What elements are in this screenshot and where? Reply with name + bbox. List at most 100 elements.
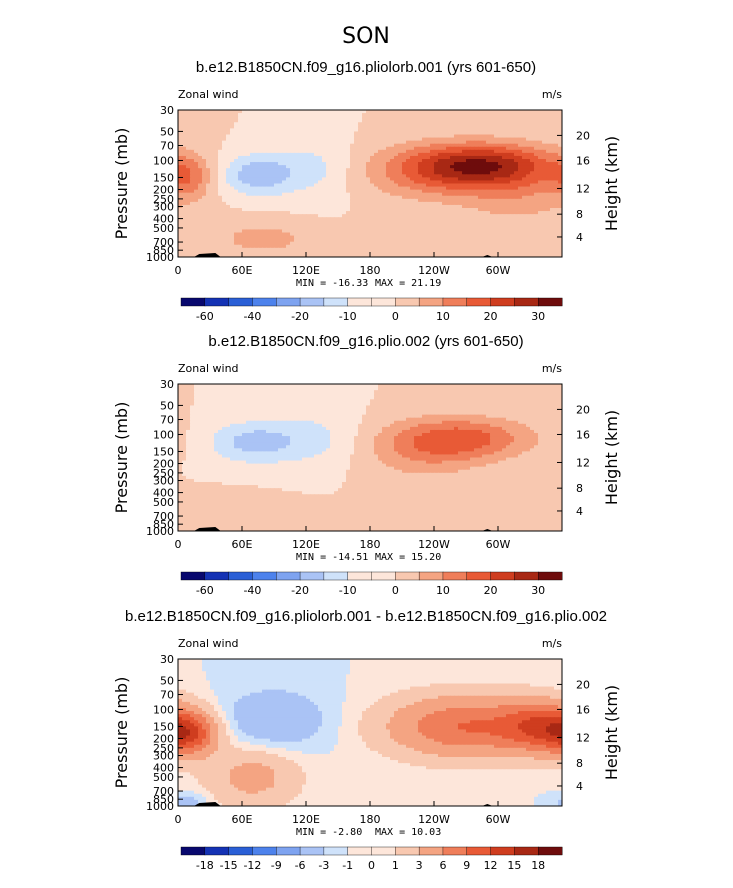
contour-cell: [514, 235, 519, 240]
contour-cell: [382, 223, 387, 227]
contour-cell: [326, 232, 331, 237]
contour-cell: [514, 128, 519, 133]
contour-cell: [442, 211, 447, 215]
contour-cell: [506, 137, 511, 142]
contour-cell: [234, 122, 239, 126]
contour-cell: [542, 229, 547, 234]
contour-cell: [422, 229, 427, 234]
contour-cell: [186, 214, 191, 218]
contour-cell: [270, 189, 275, 194]
contour-cell: [330, 244, 335, 249]
contour-cell: [466, 140, 471, 145]
contour-cell: [266, 235, 271, 240]
contour-cell: [478, 226, 483, 231]
contour-cell: [306, 110, 311, 114]
contour-cell: [186, 122, 191, 126]
contour-cell: [354, 208, 359, 212]
contour-cell: [454, 140, 459, 145]
contour-cell: [422, 143, 427, 148]
contour-cell: [406, 162, 411, 166]
contour-cell: [190, 180, 195, 185]
contour-cell: [490, 229, 495, 234]
contour-cell: [406, 183, 411, 188]
contour-cell: [382, 155, 387, 160]
contour-cell: [258, 226, 263, 231]
contour-cell: [478, 232, 483, 237]
contour-cell: [558, 232, 562, 237]
contour-cell: [414, 186, 419, 191]
contour-cell: [242, 384, 247, 388]
contour-cell: [230, 238, 235, 243]
contour-cell: [490, 189, 495, 194]
contour-cell: [426, 250, 431, 255]
contour-cell: [222, 131, 227, 136]
contour-cell: [370, 204, 375, 209]
contour-cell: [254, 201, 259, 206]
contour-cell: [338, 390, 343, 394]
contour-cell: [498, 387, 503, 391]
contour-cell: [454, 171, 459, 175]
contour-cell: [190, 208, 195, 212]
contour-cell: [550, 177, 555, 182]
panel-title: b.e12.B1850CN.f09_g16.pliolorb.001 (yrs …: [196, 59, 536, 76]
contour-cell: [470, 214, 475, 218]
contour-cell: [538, 192, 543, 197]
contour-cell: [302, 214, 307, 218]
contour-cell: [434, 146, 439, 151]
contour-cell: [278, 241, 283, 246]
contour-cell: [466, 229, 471, 234]
contour-cell: [386, 149, 391, 154]
contour-cell: [342, 244, 347, 249]
contour-cell: [238, 116, 243, 120]
contour-cell: [390, 146, 395, 151]
contour-cell: [434, 140, 439, 145]
contour-cell: [370, 180, 375, 185]
contour-cell: [178, 244, 183, 249]
contour-cell: [346, 232, 351, 237]
contour-cell: [238, 229, 243, 234]
contour-cell: [230, 116, 235, 120]
contour-cell: [374, 165, 379, 169]
contour-cell: [526, 110, 531, 114]
contour-cell: [490, 168, 495, 172]
contour-cell: [206, 189, 211, 194]
contour-cell: [314, 159, 319, 163]
contour-cell: [434, 131, 439, 136]
contour-cell: [226, 201, 231, 206]
contour-cell: [414, 232, 419, 237]
contour-cell: [258, 113, 263, 117]
contour-cell: [498, 146, 503, 151]
contour-cell: [278, 152, 283, 157]
contour-cell: [322, 238, 327, 243]
contour-cell: [370, 247, 375, 252]
contour-cell: [506, 119, 511, 123]
contour-cell: [214, 192, 219, 197]
contour-cell: [490, 244, 495, 249]
contour-cell: [374, 131, 379, 136]
contour-cell: [278, 168, 283, 172]
contour-cell: [462, 177, 467, 182]
contour-cell: [558, 140, 562, 145]
contour-cell: [186, 220, 191, 224]
contour-cell: [290, 214, 295, 218]
contour-cell: [462, 241, 467, 246]
contour-cell: [370, 110, 375, 114]
contour-cell: [214, 171, 219, 175]
contour-cell: [410, 250, 415, 255]
contour-cell: [366, 171, 371, 175]
contour-cell: [526, 390, 531, 394]
contour-cell: [254, 180, 259, 185]
contour-cell: [198, 177, 203, 182]
contour-cell: [346, 155, 351, 160]
max-label: MAX = 21.19: [375, 278, 441, 289]
contour-cell: [478, 159, 483, 163]
contour-cell: [298, 235, 303, 240]
contour-cell: [206, 125, 211, 129]
contour-cell: [286, 128, 291, 133]
contour-cell: [454, 250, 459, 255]
contour-cell: [234, 110, 239, 114]
contour-cell: [522, 180, 527, 185]
contour-cell: [426, 140, 431, 145]
contour-cell: [346, 116, 351, 120]
contour-cell: [406, 113, 411, 117]
